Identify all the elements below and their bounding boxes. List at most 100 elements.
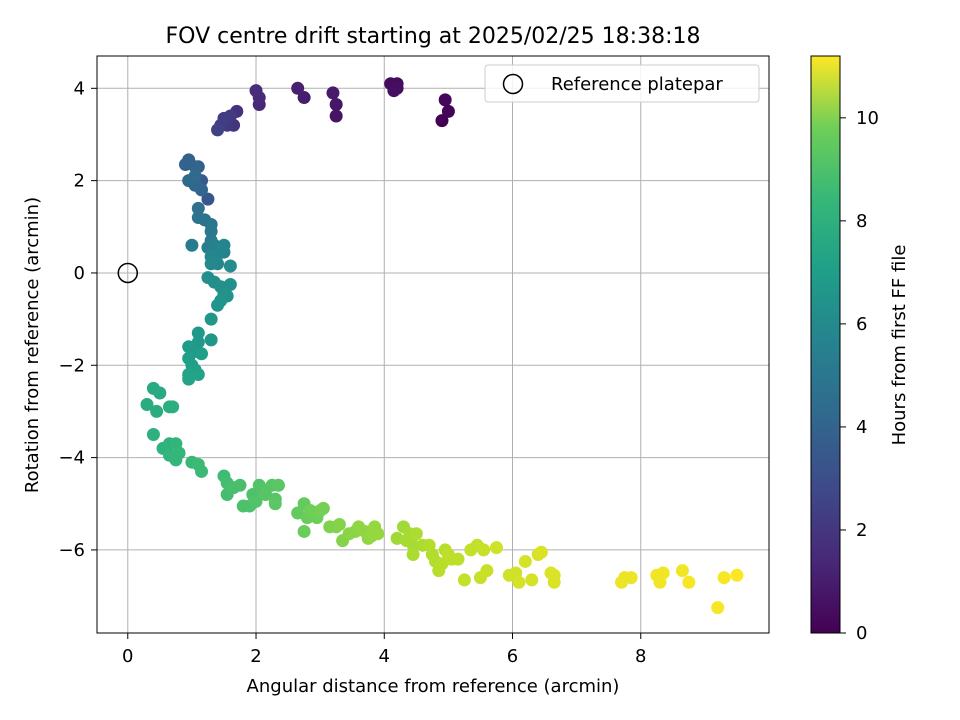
data-point (435, 114, 449, 128)
grid-lines (97, 56, 769, 633)
data-point (191, 326, 205, 340)
data-point (512, 575, 526, 589)
data-point (711, 601, 725, 615)
data-point (457, 573, 471, 587)
data-point (233, 478, 247, 492)
axis-ticks: 0 2 4 6 8 4 2 0 −2 −4 −6 (58, 78, 646, 667)
data-point (480, 564, 494, 578)
legend-box (484, 64, 760, 103)
data-point (675, 564, 689, 578)
data-point (268, 497, 282, 511)
data-point (406, 548, 420, 562)
reference-point (117, 262, 139, 284)
data-point (371, 527, 385, 541)
data-point (259, 488, 273, 502)
data-point (204, 257, 218, 271)
data-point (140, 398, 154, 412)
plot-frame (96, 55, 770, 634)
data-point (717, 571, 731, 585)
data-point (534, 545, 548, 559)
data-point (489, 541, 503, 555)
data-point (188, 160, 202, 174)
x-tick-label: 2 (250, 646, 261, 667)
data-point (188, 169, 202, 183)
data-point (297, 524, 311, 538)
reference-marker (117, 262, 139, 284)
data-point (211, 123, 225, 137)
data-point (297, 91, 311, 105)
data-point (249, 84, 263, 98)
data-point (451, 552, 465, 566)
data-point (682, 575, 696, 589)
data-point (435, 557, 449, 571)
colorbar-tick-label: 10 (856, 108, 879, 129)
data-point (217, 238, 231, 252)
data-point (150, 404, 164, 418)
y-tick-label: 4 (74, 78, 85, 99)
x-tick-label: 6 (507, 646, 518, 667)
colorbar-tick-label: 6 (856, 314, 867, 335)
x-tick-label: 4 (379, 646, 390, 667)
colorbar-tick-label: 8 (856, 211, 867, 232)
data-point (153, 386, 167, 400)
data-point (441, 104, 455, 118)
data-point (438, 93, 452, 107)
data-point (166, 400, 180, 414)
data-point (195, 347, 209, 361)
data-point (191, 201, 205, 215)
data-point (329, 97, 343, 111)
data-point (204, 224, 218, 238)
data-point (271, 478, 285, 492)
data-point (332, 518, 346, 532)
chart-title: FOV centre drift starting at 2025/02/25 … (166, 24, 701, 49)
y-tick-label: −2 (58, 355, 85, 376)
data-point (291, 81, 305, 95)
data-point (204, 333, 218, 347)
data-point (211, 298, 225, 312)
data-point (730, 568, 744, 582)
data-point (249, 494, 263, 508)
data-point (656, 566, 670, 580)
y-tick-label: 0 (74, 263, 85, 284)
data-point (547, 568, 561, 582)
colorbar-gradient (810, 55, 841, 634)
data-point (291, 506, 305, 520)
colorbar-tick-label: 4 (856, 417, 867, 438)
data-point (525, 573, 539, 587)
data-point (191, 368, 205, 382)
data-point (195, 464, 209, 478)
data-point (387, 84, 401, 98)
data-point (182, 340, 196, 354)
data-point (185, 238, 199, 252)
data-point (172, 446, 186, 460)
y-axis-label: Rotation from reference (arcmin) (22, 197, 43, 493)
y-tick-label: −4 (58, 448, 85, 469)
x-axis-label: Angular distance from reference (arcmin) (247, 676, 620, 697)
data-point (326, 86, 340, 100)
colorbar-ticks: 0 2 4 6 8 10 (840, 108, 879, 644)
colorbar-tick-label: 2 (856, 520, 867, 541)
data-point (182, 372, 196, 386)
colorbar: 0 2 4 6 8 10 Hours from first FF file (810, 55, 910, 644)
data-point (204, 312, 218, 326)
colorbar-label: Hours from first FF file (889, 245, 910, 446)
data-point (477, 543, 491, 557)
data-point (329, 109, 343, 123)
data-point (201, 192, 215, 206)
x-tick-label: 8 (635, 646, 646, 667)
data-point (406, 538, 420, 552)
data-point (316, 501, 330, 515)
data-point (409, 527, 423, 541)
y-tick-label: −6 (58, 540, 85, 561)
legend-entry: Reference platepar (551, 74, 723, 95)
data-point (223, 259, 237, 273)
legend: Reference platepar (484, 64, 760, 103)
x-tick-label: 0 (122, 646, 133, 667)
y-tick-label: 2 (74, 171, 85, 192)
legend-marker-icon (502, 73, 524, 95)
data-point (146, 428, 160, 442)
scatter-points (140, 77, 744, 615)
data-point (624, 571, 638, 585)
data-point (518, 554, 532, 568)
